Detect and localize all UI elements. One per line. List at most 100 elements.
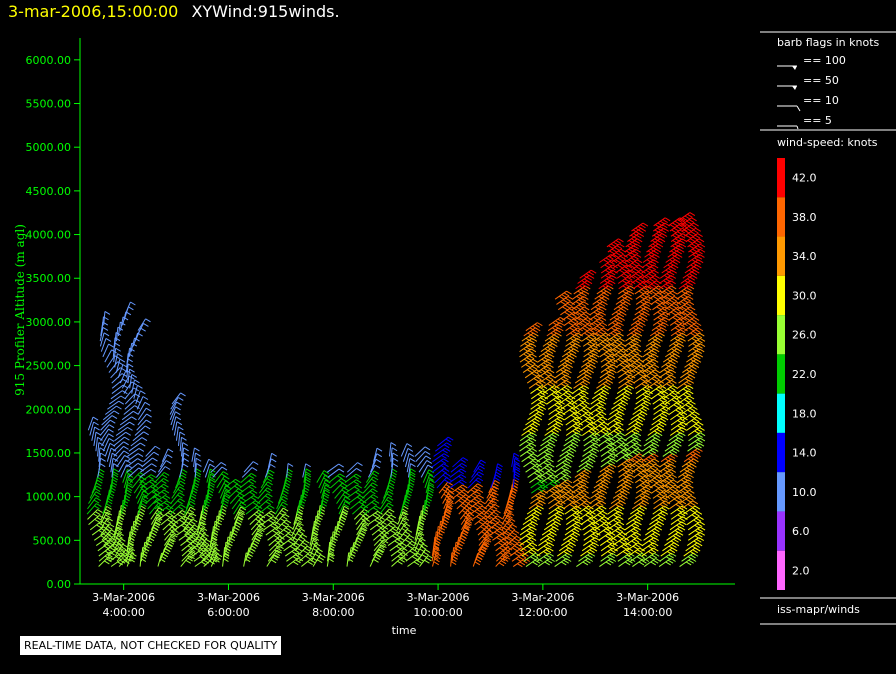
wind-barb-feather [617, 498, 623, 503]
wind-barb-feather [127, 479, 134, 483]
wind-barb-shaft [152, 478, 164, 489]
wind-barb-feather [597, 304, 603, 309]
wind-barb-feather [105, 503, 112, 508]
wind-barb-shaft [677, 468, 691, 478]
wind-barb-feather [634, 322, 641, 326]
wind-barb-shaft [659, 285, 672, 295]
wind-barb-shaft [523, 458, 536, 468]
wind-barb-feather [613, 253, 619, 258]
wind-barb-shaft [597, 343, 610, 353]
wind-barb-feather [620, 402, 626, 407]
wind-barb-feather [572, 425, 579, 430]
wind-barb-feather [622, 299, 628, 304]
wind-barb-feather [387, 496, 394, 501]
wind-barb-shaft [233, 506, 242, 520]
wind-barb-feather [179, 498, 185, 503]
wind-barb-feather [595, 531, 601, 536]
wind-barb-feather [588, 430, 595, 435]
wind-barb-feather [616, 507, 622, 512]
wind-barb-feather [201, 541, 207, 546]
wind-barb-feather [674, 390, 680, 395]
wind-barb-feather [134, 405, 140, 410]
wind-barb-shaft [309, 537, 315, 551]
wind-barb-feather [478, 471, 484, 476]
wind-barb-shaft [536, 458, 549, 468]
wind-barb-shaft [647, 332, 660, 342]
wind-barb-feather [634, 551, 641, 555]
wind-barb-shaft [596, 432, 609, 442]
wind-barb-feather [592, 516, 598, 520]
wind-barb-feather [574, 406, 580, 410]
wind-barb-feather [691, 318, 697, 323]
wind-barb-feather [144, 544, 150, 549]
color-scale-title: wind-speed: knots [777, 136, 878, 149]
wind-barb-feather [154, 524, 160, 529]
wind-barb-feather [603, 530, 609, 534]
wind-barb-feather [533, 472, 540, 477]
wind-barb-feather [409, 473, 416, 478]
wind-barb-shaft [668, 337, 681, 347]
wind-barb-feather [155, 517, 161, 522]
wind-barb-feather [595, 414, 602, 419]
wind-barb-feather [610, 243, 617, 248]
wind-barb-feather [546, 440, 553, 445]
wind-barb-feather [474, 561, 481, 566]
wind-barb-feather [447, 493, 454, 498]
wind-barb-feather [535, 383, 541, 388]
wind-barb-feather [620, 451, 627, 456]
wind-barb-shaft [606, 516, 619, 526]
wind-barb-feather [645, 269, 652, 274]
wind-barb-shaft [228, 531, 231, 546]
wind-barb-feather [198, 536, 205, 541]
wind-barb-feather [574, 500, 580, 505]
wind-barb-feather [596, 419, 603, 424]
wind-barb-feather [624, 259, 631, 264]
wind-barb-shaft [129, 374, 133, 389]
wind-barb-feather [677, 325, 683, 330]
wind-barb-feather [635, 280, 641, 285]
wind-barb-feather [618, 344, 625, 349]
wind-barb-feather [309, 551, 316, 556]
wind-barb-feather [566, 357, 572, 361]
wind-barb-feather [362, 520, 369, 525]
wind-barb-feather [560, 301, 566, 306]
wind-barb-shaft [332, 482, 343, 494]
wind-barb-feather [607, 439, 613, 444]
wind-barb-feather [270, 458, 277, 463]
wind-barb-feather [446, 505, 453, 510]
wind-barb-feather [629, 358, 636, 363]
wind-barb-feather [631, 524, 637, 529]
wind-barb-feather [637, 285, 643, 290]
wind-barb-feather [683, 399, 690, 403]
wind-barb-feather [637, 418, 643, 423]
wind-barb-shaft [346, 462, 358, 473]
wind-barb-shaft [641, 542, 654, 552]
wind-barb-shaft [134, 515, 137, 530]
wind-barb-feather [204, 549, 210, 554]
wind-barb-feather [258, 525, 264, 530]
wind-barb-feather [575, 329, 581, 334]
wind-barb-feather [647, 280, 653, 285]
wind-barb-feather [571, 341, 578, 346]
wind-barb-shaft [184, 501, 191, 515]
wind-barb-feather [685, 234, 692, 239]
wind-barb-feather [133, 410, 139, 415]
wind-barb-shaft [600, 448, 613, 457]
wind-barb-shaft [530, 489, 544, 499]
wind-barb-feather [379, 516, 385, 520]
wind-barb-feather [452, 552, 459, 557]
wind-barb-feather [480, 546, 487, 551]
wind-barb-feather [669, 495, 675, 499]
wind-barb-feather [609, 554, 615, 559]
wind-barb-feather [699, 337, 706, 342]
wind-barb-feather [678, 224, 685, 229]
wind-barb-feather [122, 316, 129, 321]
wind-barb-feather [192, 546, 198, 551]
wind-barb-feather [663, 369, 670, 374]
wind-barb-feather [388, 516, 394, 521]
colorbar-swatch [777, 158, 785, 198]
wind-barb-feather [164, 466, 171, 470]
wind-barb-feather [612, 322, 618, 326]
wind-barb-shaft [102, 343, 110, 358]
wind-barb-feather [629, 275, 635, 279]
